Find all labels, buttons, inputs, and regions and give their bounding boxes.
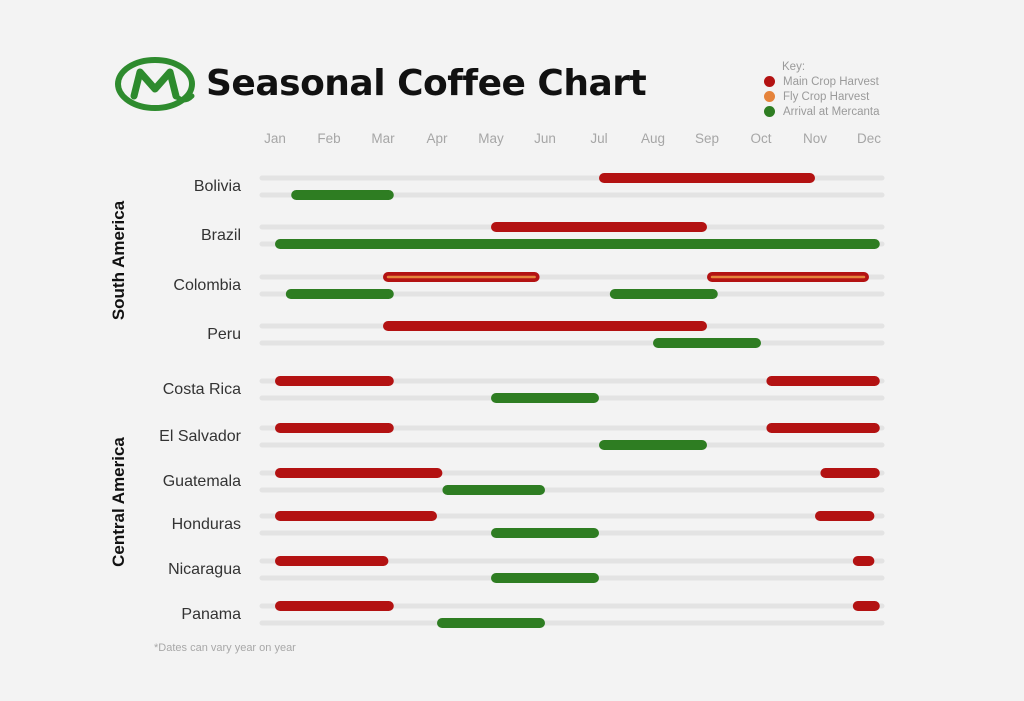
legend-item-main-crop: Main Crop Harvest [764,74,880,89]
legend-swatch-fly-crop [764,91,775,102]
legend: Key: Main Crop Harvest Fly Crop Harvest … [764,60,880,119]
country-label-guatemala: Guatemala [163,473,241,490]
legend-item-fly-crop: Fly Crop Harvest [764,89,880,104]
month-label-sep: Sep [695,131,719,146]
legend-swatch-main-crop [764,76,775,87]
month-label-nov: Nov [803,131,827,146]
legend-item-arrival: Arrival at Mercanta [764,104,880,119]
month-label-may: May [478,131,504,146]
month-label-feb: Feb [317,131,340,146]
country-label-brazil: Brazil [201,227,241,244]
month-label-mar: Mar [371,131,395,146]
month-label-dec: Dec [857,131,881,146]
month-label-aug: Aug [641,131,665,146]
mercanta-logo [115,57,195,111]
chart-title: Seasonal Coffee Chart [206,63,647,104]
group-label-south-america: South America [109,200,128,320]
legend-label-main-crop: Main Crop Harvest [783,75,879,88]
country-label-costa-rica: Costa Rica [163,381,241,398]
country-label-honduras: Honduras [172,516,241,533]
country-label-peru: Peru [207,326,241,343]
legend-title: Key: [782,61,806,73]
month-label-jan: Jan [264,131,286,146]
legend-swatch-arrival [764,106,775,117]
country-label-nicaragua: Nicaragua [168,561,241,578]
country-label-bolivia: Bolivia [194,178,241,195]
country-label-colombia: Colombia [173,277,241,294]
group-label-central-america: Central America [109,437,128,567]
country-label-panama: Panama [181,606,241,623]
month-label-jun: Jun [534,131,556,146]
month-label-oct: Oct [750,131,771,146]
legend-label-fly-crop: Fly Crop Harvest [783,90,870,103]
footnote: *Dates can vary year on year [154,642,296,654]
month-label-apr: Apr [426,131,448,146]
legend-label-arrival: Arrival at Mercanta [783,105,880,118]
month-label-jul: Jul [590,131,607,146]
country-label-el-salvador: El Salvador [159,428,241,445]
